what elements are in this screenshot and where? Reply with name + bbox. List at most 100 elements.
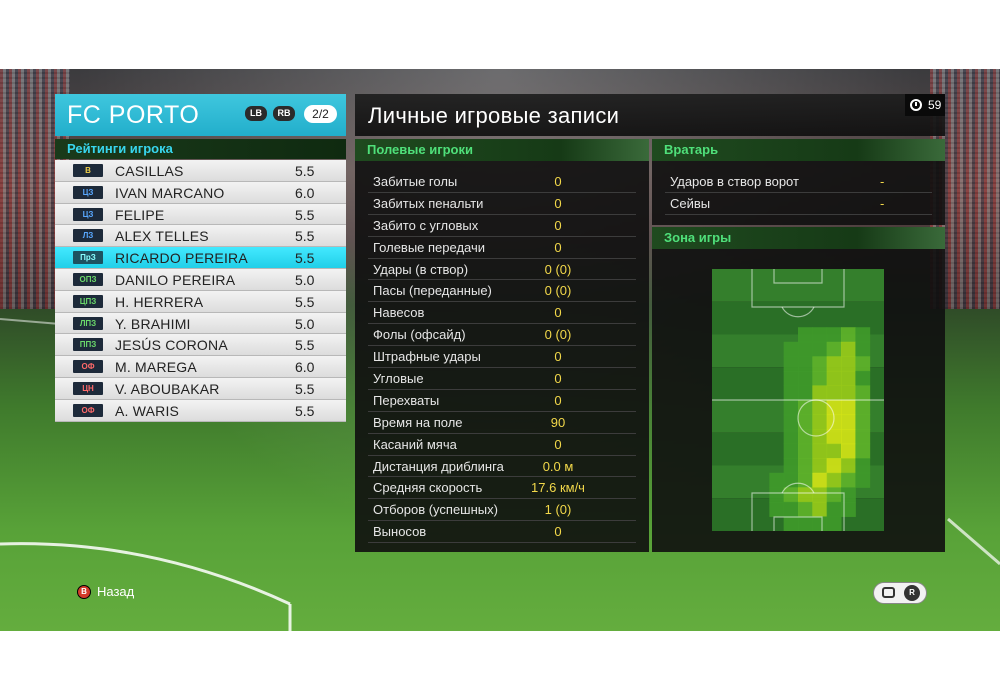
heatmap-cell: [783, 385, 799, 401]
timer-value: 59: [928, 98, 942, 112]
rb-button[interactable]: RB: [273, 106, 295, 121]
player-row[interactable]: ПрЗ RICARDO PEREIRA 5.5: [55, 247, 346, 269]
heatmap-cell: [826, 487, 842, 503]
position-badge: ЛЗ: [73, 229, 103, 243]
player-row[interactable]: ОФ A. WARIS 5.5: [55, 399, 346, 422]
heatmap-cell: [783, 443, 799, 459]
heatmap-cell: [841, 370, 856, 386]
player-rating: 5.5: [295, 293, 315, 310]
zone-header: Зона игры: [652, 227, 945, 249]
player-name: IVAN MARCANO: [115, 184, 225, 201]
player-name: JESÚS CORONA: [115, 337, 228, 354]
heatmap-cell: [841, 501, 856, 517]
player-row[interactable]: ЦПЗ H. HERRERA 5.5: [55, 290, 346, 313]
heatmap-cell: [798, 341, 813, 357]
player-list: В CASILLAS 5.5 ЦЗ IVAN MARCANO 6.0 ЦЗ FELIPE 5.5…: [55, 160, 346, 422]
heatmap-cell: [812, 341, 828, 357]
stat-label: Отборов (успешных): [373, 502, 498, 518]
stat-row: Удары (в створ) 0 (0): [368, 259, 636, 281]
heatmap-cell: [841, 385, 856, 401]
heatmap-cell: [841, 356, 856, 372]
player-rating: 5.5: [295, 380, 315, 397]
stat-row: Угловые 0: [368, 368, 636, 390]
keeper-stat-row: Ударов в створ ворот -: [665, 171, 932, 193]
player-name: M. MAREGA: [115, 359, 197, 376]
stat-label: Дистанция дриблинга: [373, 458, 504, 474]
lb-button[interactable]: LB: [245, 106, 267, 121]
heatmap-cell: [812, 472, 828, 488]
stat-value: 0: [554, 217, 562, 233]
stat-row: Дистанция дриблинга 0.0 м: [368, 456, 636, 478]
stat-label: Касаний мяча: [373, 436, 457, 452]
stat-label: Средняя скорость: [373, 480, 483, 496]
clock-icon: [910, 99, 922, 111]
heatmap-cell: [769, 501, 785, 517]
stat-label: Пасы (переданные): [373, 283, 492, 299]
b-button-icon[interactable]: B: [77, 585, 91, 599]
heatmap-cell: [841, 458, 856, 474]
player-row[interactable]: ЦЗ IVAN MARCANO 6.0: [55, 181, 346, 204]
heatmap-cell: [798, 458, 813, 474]
heatmap-cell: [783, 501, 799, 517]
player-name: Y. BRAHIMI: [115, 315, 191, 332]
heatmap-cell: [855, 472, 871, 488]
pitch-lines: [0, 318, 1000, 631]
heatmap-cell: [841, 487, 856, 503]
player-row[interactable]: В CASILLAS 5.5: [55, 160, 346, 182]
keeper-stat-label: Сейвы: [670, 196, 711, 211]
play-zone-panel: Зона игры: [652, 227, 945, 552]
stat-row: Выносов 0: [368, 521, 636, 544]
player-row[interactable]: ЛПЗ Y. BRAHIMI 5.0: [55, 312, 346, 335]
heatmap-cell: [826, 341, 842, 357]
heatmap-cell: [783, 414, 799, 430]
page-indicator: 2/2: [304, 105, 337, 123]
heatmap-cell: [841, 341, 856, 357]
stat-row: Штрафные удары 0: [368, 346, 636, 369]
heatmap-cell: [841, 472, 856, 488]
heatmap-cell: [855, 370, 871, 386]
heatmap-cell: [826, 472, 842, 488]
heatmap-cell: [826, 370, 842, 386]
player-row[interactable]: ППЗ JESÚS CORONA 5.5: [55, 334, 346, 357]
player-rating: 6.0: [295, 359, 315, 376]
rs-button-icon[interactable]: R: [904, 585, 920, 601]
footer-controls: R: [873, 582, 927, 604]
player-name: ALEX TELLES: [115, 228, 209, 245]
timer: 59: [905, 94, 945, 116]
stat-value: 90: [550, 414, 566, 430]
back-label[interactable]: Назад: [97, 584, 135, 599]
position-badge: ППЗ: [73, 338, 103, 352]
heatmap-cell: [769, 487, 785, 503]
heatmap-cell: [841, 443, 856, 459]
heatmap-cell: [798, 443, 813, 459]
heatmap-cell: [798, 356, 813, 372]
heatmap-cell: [826, 400, 842, 416]
heatmap-cell: [798, 429, 813, 445]
chat-icon[interactable]: [882, 587, 895, 598]
heatmap-cell: [812, 356, 828, 372]
player-row[interactable]: ЦН V. ABOUBAKAR 5.5: [55, 377, 346, 400]
heatmap-cell: [841, 414, 856, 430]
stat-value: 0: [554, 239, 562, 255]
keeper-stat-row: Сейвы -: [665, 193, 932, 215]
stat-row: Время на поле 90: [368, 412, 636, 434]
position-badge: В: [73, 164, 103, 177]
heatmap-cell: [783, 487, 799, 503]
heatmap-cell: [812, 385, 828, 401]
player-row[interactable]: ОФ M. MAREGA 6.0: [55, 356, 346, 378]
heatmap-cell: [798, 501, 813, 517]
pitch-stripe: [712, 269, 884, 302]
heatmap-cell: [855, 400, 871, 416]
player-row[interactable]: ОПЗ DANILO PEREIRA 5.0: [55, 268, 346, 291]
heatmap-cell: [826, 516, 842, 531]
heatmap-cell: [812, 414, 828, 430]
player-name: DANILO PEREIRA: [115, 271, 236, 288]
heatmap-cell: [812, 501, 828, 517]
player-row[interactable]: ЛЗ ALEX TELLES 5.5: [55, 225, 346, 248]
player-row[interactable]: ЦЗ FELIPE 5.5: [55, 203, 346, 226]
stat-row: Перехваты 0: [368, 390, 636, 412]
player-ratings-panel: FC PORTO LB RB 2/2 Рейтинги игрока В CASI…: [55, 94, 346, 422]
stat-row: Средняя скорость 17.6 км/ч: [368, 477, 636, 500]
stat-row: Отборов (успешных) 1 (0): [368, 499, 636, 522]
heatmap-cell: [812, 400, 828, 416]
